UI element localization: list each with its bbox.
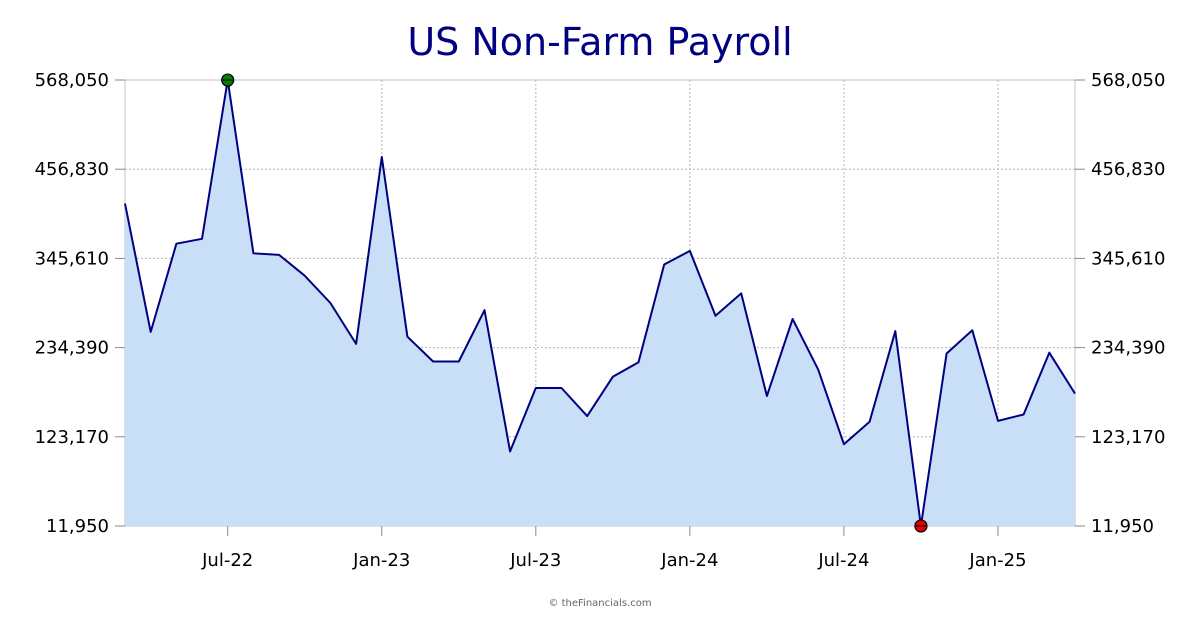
y-tick-label-right: 123,170 [1091,427,1165,448]
y-tick-label-right: 11,950 [1091,516,1154,537]
area-fill [125,80,1075,526]
data-point [945,352,949,356]
data-point [970,328,974,332]
x-tick-label: Jan-24 [660,550,718,571]
y-tick-label-right: 568,050 [1091,70,1165,91]
payroll-line [124,79,1076,527]
data-point [765,394,769,398]
data-point [842,442,846,446]
data-point [251,251,255,255]
x-tick-label: Jan-25 [968,550,1026,571]
data-point [1022,412,1026,416]
data-point [611,375,615,379]
data-point [534,386,538,390]
y-tick-label-left: 123,170 [35,427,109,448]
data-point [431,360,435,364]
x-tick-label: Jul-23 [509,550,561,571]
data-point [1047,351,1051,355]
data-point [354,342,358,346]
x-tick-label: Jul-22 [201,550,253,571]
data-point [816,368,820,372]
data-point [637,360,641,364]
data-point [149,330,153,334]
data-point [688,249,692,253]
y-tick-label-left: 456,830 [35,159,109,180]
y-tick-label-left: 11,950 [46,516,109,537]
data-point [457,360,461,364]
y-tick-label-right: 345,610 [1091,248,1165,269]
data-point [508,449,512,453]
data-point [200,237,204,241]
data-point [1073,392,1077,396]
data-point [328,301,332,305]
y-tick-label-left: 234,390 [35,338,109,359]
copyright-credit: © theFinancials.com [548,598,652,609]
data-point [791,317,795,321]
x-tick-label: Jan-23 [352,550,410,571]
data-point [559,386,563,390]
data-point [482,308,486,312]
data-point [174,242,178,246]
data-point [123,202,127,206]
data-point [380,155,384,159]
data-point [662,263,666,267]
data-point [714,314,718,318]
data-point [868,420,872,424]
data-point [277,253,281,257]
data-point [405,335,409,339]
y-tick-label-left: 568,050 [35,70,109,91]
x-tick-label: Jul-24 [817,550,869,571]
y-tick-label-right: 234,390 [1091,338,1165,359]
y-tick-label-left: 345,610 [35,248,109,269]
chart-title: US Non-Farm Payroll [407,20,793,64]
data-point [996,419,1000,423]
data-point [303,274,307,278]
data-point [893,329,897,333]
data-point [739,291,743,295]
data-point [585,414,589,418]
y-tick-label-right: 456,830 [1091,159,1165,180]
